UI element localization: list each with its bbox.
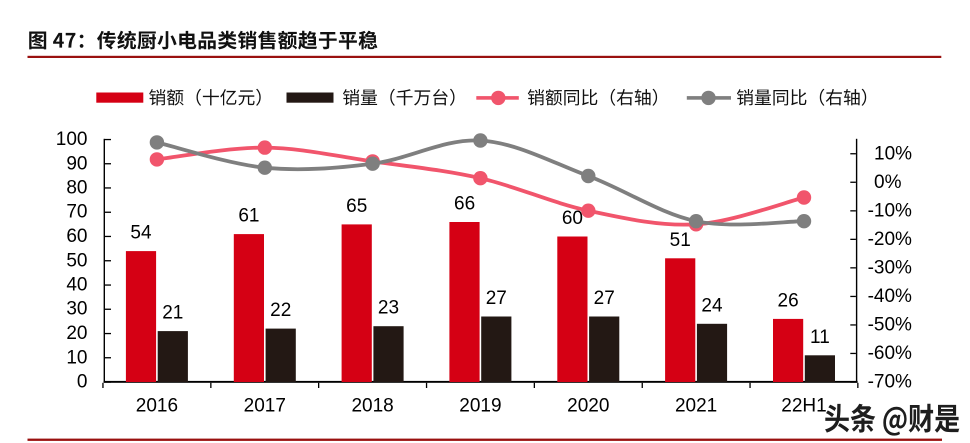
svg-text:60: 60	[66, 226, 87, 247]
svg-text:2016: 2016	[136, 396, 178, 417]
svg-text:0%: 0%	[874, 172, 902, 193]
svg-text:0: 0	[77, 372, 88, 393]
svg-text:11: 11	[810, 327, 830, 348]
svg-text:2021: 2021	[675, 396, 717, 417]
svg-text:65: 65	[346, 196, 367, 217]
svg-text:-60%: -60%	[868, 343, 912, 364]
svg-text:40: 40	[66, 275, 87, 296]
svg-text:70: 70	[66, 202, 87, 223]
svg-text:51: 51	[670, 230, 691, 251]
svg-text:-70%: -70%	[868, 372, 912, 393]
svg-text:27: 27	[594, 288, 615, 309]
svg-text:21: 21	[162, 303, 183, 324]
svg-text:90: 90	[66, 153, 87, 174]
svg-text:50: 50	[66, 250, 87, 271]
svg-text:100: 100	[56, 129, 88, 150]
svg-text:22H1: 22H1	[781, 396, 826, 417]
svg-text:-20%: -20%	[868, 229, 912, 250]
svg-text:23: 23	[378, 298, 399, 319]
svg-text:-50%: -50%	[868, 314, 912, 335]
svg-text:2018: 2018	[351, 396, 393, 417]
svg-text:54: 54	[130, 223, 152, 244]
svg-text:22: 22	[270, 300, 291, 321]
svg-text:60: 60	[562, 208, 583, 229]
svg-text:20: 20	[66, 323, 87, 344]
svg-text:-40%: -40%	[868, 286, 912, 307]
svg-text:10%: 10%	[874, 143, 912, 164]
svg-text:2017: 2017	[244, 396, 286, 417]
svg-text:-30%: -30%	[868, 257, 912, 278]
svg-text:30: 30	[66, 299, 87, 320]
svg-text:24: 24	[701, 295, 723, 316]
svg-text:66: 66	[454, 194, 475, 215]
svg-text:26: 26	[778, 290, 799, 311]
svg-text:2019: 2019	[459, 396, 501, 417]
svg-text:-10%: -10%	[868, 200, 912, 221]
svg-text:2020: 2020	[567, 396, 609, 417]
svg-text:61: 61	[238, 206, 259, 227]
svg-text:80: 80	[66, 178, 87, 199]
svg-text:27: 27	[486, 288, 507, 309]
svg-text:10: 10	[66, 347, 87, 368]
